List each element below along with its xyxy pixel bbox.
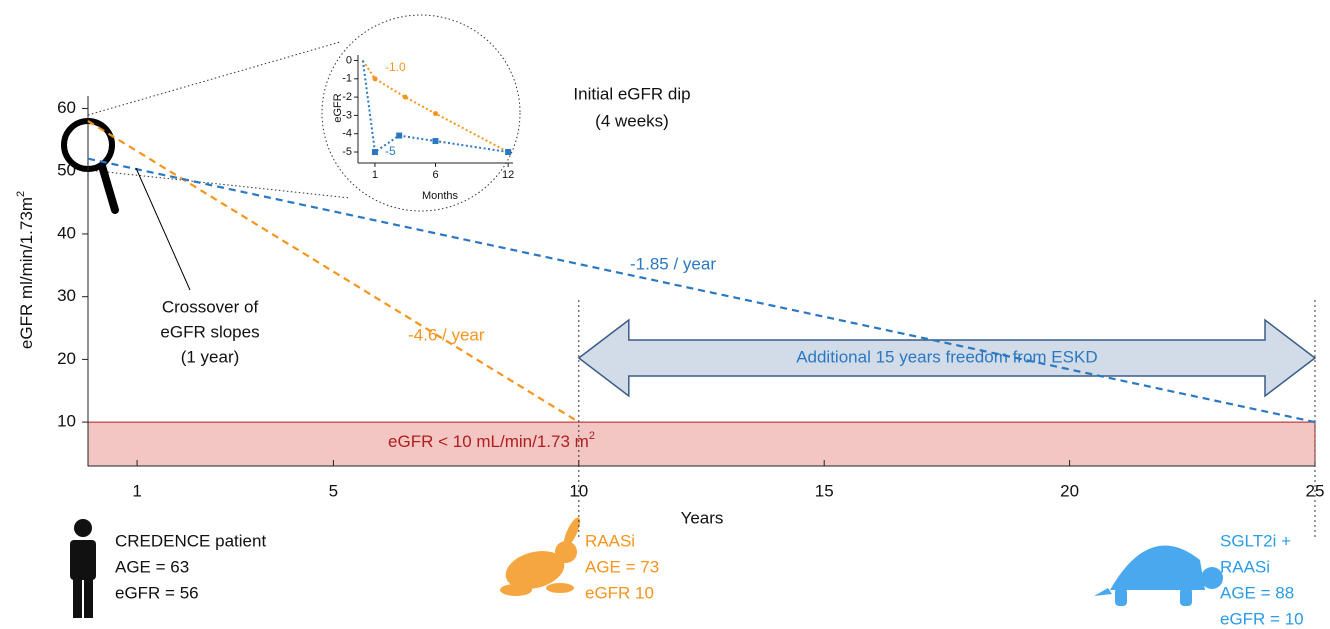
- dip-note: (4 weeks): [595, 111, 669, 130]
- inset-point: [432, 138, 439, 145]
- zoom-circle: [321, 14, 521, 212]
- inset-y-tick-label: -1: [342, 73, 352, 85]
- arrow-label: Additional 15 years freedom from ESKD: [796, 347, 1097, 366]
- y-axis-label: eGFR ml/min/1.73m2: [15, 191, 37, 349]
- turtle-icon: [1094, 545, 1223, 606]
- y-tick-label: 10: [57, 412, 76, 431]
- threshold-label: eGFR < 10 mL/min/1.73 m2: [388, 430, 595, 452]
- crossover-note: Crossover of: [162, 297, 259, 316]
- trend-line: [87, 120, 580, 424]
- caption: eGFR = 56: [115, 583, 199, 602]
- inset-value-label: -1.0: [385, 60, 406, 74]
- inset-y-tick-label: 0: [346, 54, 352, 66]
- caption: RAASi: [585, 531, 635, 550]
- dip-note: Initial eGFR dip: [573, 84, 690, 103]
- inset-point: [402, 94, 408, 100]
- inset-x-tick-label: 1: [372, 169, 378, 181]
- y-tick-label: 30: [57, 286, 76, 305]
- caption: AGE = 63: [115, 557, 189, 576]
- x-tick-label: 1: [132, 481, 141, 500]
- inset-y-label: eGFR: [332, 93, 344, 122]
- trend-line: [87, 157, 1316, 424]
- y-tick-label: 20: [57, 349, 76, 368]
- zoom-line: [87, 41, 341, 116]
- inset-line: [362, 59, 509, 153]
- threshold-band: [87, 421, 1316, 467]
- caption: RAASi: [1220, 557, 1270, 576]
- y-tick-label: 40: [57, 223, 76, 242]
- crossover-pointer: [135, 167, 191, 291]
- inset-point: [372, 76, 378, 82]
- crossover-note: (1 year): [181, 347, 240, 366]
- inset-value-label: -5: [385, 144, 396, 158]
- inset-point: [505, 149, 512, 156]
- inset-y-tick-label: -4: [342, 128, 352, 140]
- threshold-label-sup: 2: [589, 430, 595, 442]
- crossover-note: eGFR slopes: [160, 322, 259, 341]
- x-tick-label: 5: [329, 481, 338, 500]
- caption: eGFR = 10: [1220, 609, 1304, 628]
- y-tick-label: 60: [57, 98, 76, 117]
- zoom-line: [87, 169, 351, 199]
- threshold-label-main: eGFR < 10 mL/min/1.73 m: [388, 432, 589, 451]
- rabbit-icon: [500, 517, 581, 596]
- x-tick-label: 15: [815, 481, 834, 500]
- inset-point: [371, 149, 378, 156]
- inset-y-tick-label: -5: [342, 146, 352, 158]
- inset-y-tick-label: -3: [342, 109, 352, 121]
- slope-label: -4.6 / year: [408, 325, 485, 344]
- person-icon: [70, 519, 96, 618]
- inset-y-tick-label: -2: [342, 91, 352, 103]
- y-axis-label-sup: 2: [15, 191, 27, 197]
- inset-point: [396, 132, 403, 139]
- y-tick-label: 50: [57, 161, 76, 180]
- caption: AGE = 73: [585, 557, 659, 576]
- caption: SGLT2i +: [1220, 531, 1291, 550]
- y-axis-label-main: eGFR ml/min/1.73m: [17, 197, 36, 349]
- x-tick-label: 20: [1060, 481, 1079, 500]
- inset-x-label: Months: [422, 190, 459, 202]
- inset-point: [433, 111, 438, 117]
- x-axis-label: Years: [681, 508, 724, 527]
- inset-x-tick-label: 6: [432, 169, 438, 181]
- caption: eGFR 10: [585, 583, 654, 602]
- caption: AGE = 88: [1220, 583, 1294, 602]
- caption: CREDENCE patient: [115, 531, 266, 550]
- span-arrow: [577, 318, 1317, 398]
- slope-label: -1.85 / year: [630, 254, 716, 273]
- inset-x-tick-label: 12: [502, 169, 514, 181]
